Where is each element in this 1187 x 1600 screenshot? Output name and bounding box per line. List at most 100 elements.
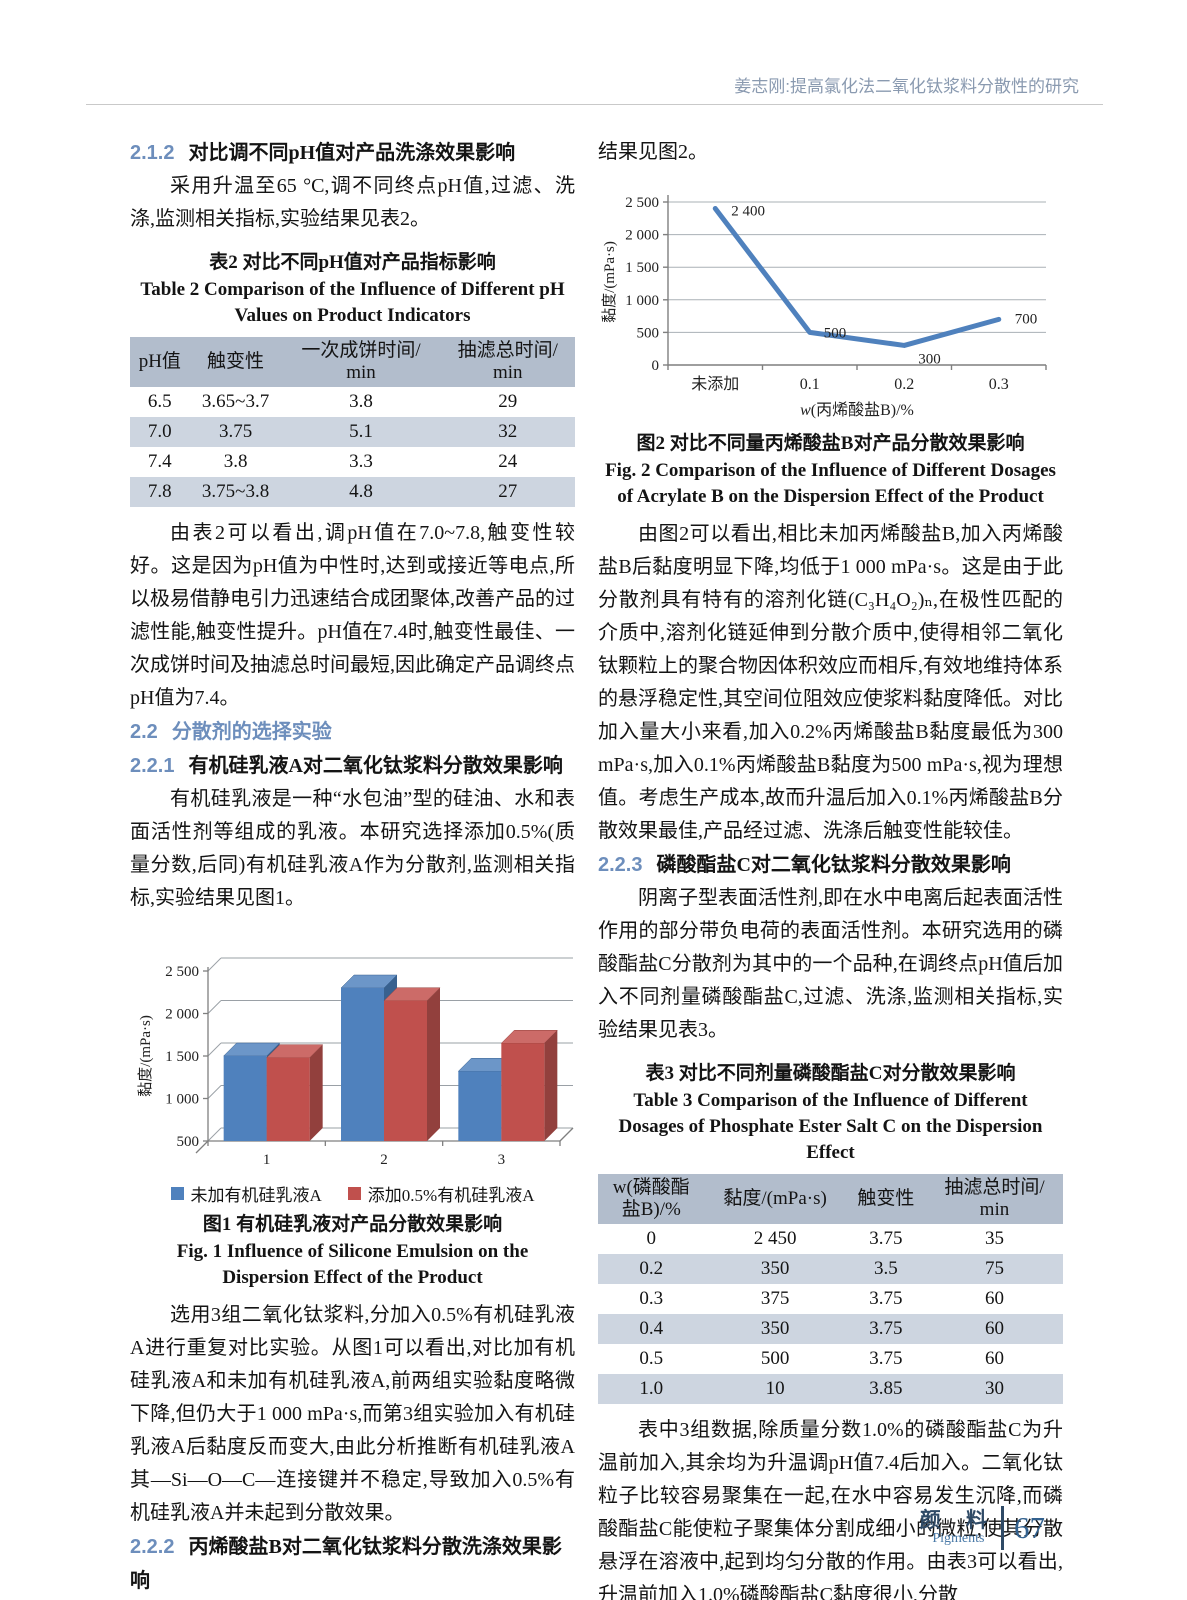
figure2-caption-en: Fig. 2 Comparison of the Influence of Di… [605,460,1056,507]
table-cell: 32 [498,421,518,442]
table-cell: 2 450 [753,1228,797,1249]
table-header-cell: 抽滤总时间/ min [925,1174,1063,1224]
table-cell: 5.1 [349,421,373,442]
svg-text:1 000: 1 000 [625,293,659,309]
table-cell: 3.75 [869,1348,903,1369]
y-axis-title: 黏度/(mPa·s) [601,241,618,323]
paragraph: 由图2可以看出,相比未加丙烯酸盐B,加入丙烯酸盐B后黏度明显下降,均低于1 00… [598,523,1063,842]
table-row: 0.2 350 3.5 75 [598,1254,1063,1284]
svg-text:500: 500 [177,1134,200,1150]
table-header-row: w(磷酸酯 盐B)/% 黏度/(mPa·s) 触变性 抽滤总时间/ min [598,1174,1063,1224]
table-cell: 29 [498,391,518,412]
table-cell: 3.65~3.7 [201,391,270,412]
table-row: 0 2 450 3.75 35 [598,1224,1063,1254]
page-footer: 颜 料 Pigments 67 [920,1506,1045,1550]
page-number: 67 [1014,1510,1045,1545]
svg-text:0: 0 [652,358,660,374]
table-cell: 375 [760,1288,790,1309]
paragraph: 选用3组二氧化钛浆料,分加入0.5%有机硅乳液A进行重复对比实验。从图1可以看出… [130,1304,575,1524]
table-row: 7.8 3.75~3.8 4.8 27 [130,477,575,507]
table-cell: 60 [984,1288,1004,1309]
table-cell: 7.8 [147,481,172,502]
table2-caption-en: Table 2 Comparison of the Influence of D… [140,279,565,326]
table-cell: 24 [498,451,518,472]
figure1-bar-chart: 500 1 000 1 500 2 000 2 500 黏度/(mPa·s) 1 2 3 未加有机… [130,923,575,1206]
table-cell: 60 [984,1348,1004,1369]
legend-item: 添加0.5%有机硅乳液A [347,1181,534,1206]
table-cell: 27 [498,481,518,502]
svg-text:0.1: 0.1 [800,376,820,393]
y-tick-labels: 500 1 000 1 500 2 000 2 500 [165,964,199,1150]
table-cell: 0.3 [639,1288,664,1309]
gridlines [668,201,1046,333]
table-cell: 75 [984,1258,1004,1279]
table-cell: 35 [984,1228,1004,1249]
table-cell: 7.0 [147,421,172,442]
table-cell: 3.75 [218,421,253,442]
svg-text:300: 300 [918,351,941,367]
table-row: 0.4 350 3.75 60 [598,1314,1063,1344]
table-cell: 3.75 [869,1228,903,1249]
point-labels: 2 400 500 300 700 [731,204,1037,368]
table3-caption-cn: 表3 对比不同剂量磷酸酯盐C对分散效果影响 [645,1063,1016,1084]
table-header-cell: 触变性 [845,1174,926,1224]
table-header-cell: pH值 [130,337,190,387]
table-cell: 30 [984,1378,1004,1399]
table-cell: 0 [646,1228,657,1249]
svg-text:0.3: 0.3 [989,376,1009,393]
svg-text:未添加: 未添加 [691,375,739,393]
table-cell: 4.8 [349,481,373,502]
x-tick-label: 2 [380,1152,388,1168]
legend-item: 未加有机硅乳液A [170,1181,322,1206]
legend-swatch-icon [347,1187,361,1200]
table-row: 1.0 10 3.85 30 [598,1374,1063,1404]
section-title: 对比调不同pH值对产品洗涤效果影响 [188,142,516,164]
figure2-line-chart: 0 500 1 000 1 500 2 000 2 500 黏度/(mPa·s) 2 400 5… [598,177,1063,427]
section-heading-212: 2.1.2 对比调不同pH值对产品洗涤效果影响 [130,136,575,170]
table-cell: 60 [984,1318,1004,1339]
svg-text:2 500: 2 500 [165,964,199,980]
section-number: 2.1.2 [130,142,175,164]
x-axis-title: w(丙烯酸盐B)/% [800,401,914,419]
svg-text:700: 700 [1015,311,1038,327]
section-title: 丙烯酸盐B对二氧化钛浆料分散洗涤效果影响 [130,1536,562,1592]
paragraph: 由表2可以看出,调pH值在7.0~7.8,触变性较好。这是因为pH值为中性时,达… [130,522,575,709]
table-cell: 7.4 [147,451,172,472]
table-cell: 10 [765,1378,785,1399]
table-cell: 3.85 [869,1378,903,1399]
table-cell: 3.8 [223,451,248,472]
table-cell: 3.3 [349,451,373,472]
table2: pH值 触变性 一次成饼时间/ min 抽滤总时间/ min 6.5 3.65~3.7 3.… [130,337,575,507]
table-cell: 0.4 [639,1318,664,1339]
footer-divider [1001,1506,1004,1550]
figure1-caption: 图1 有机硅乳液对产品分散效果影响 Fig. 1 Influence of Si… [136,1210,569,1291]
svg-text:2 000: 2 000 [625,228,659,244]
legend-label: 未加有机硅乳液A [190,1186,322,1205]
table-row: 7.4 3.8 3.3 24 [130,447,575,477]
table-header-cell: 触变性 [189,337,282,387]
section-number: 2.2 [130,721,158,743]
table-cell: 350 [760,1258,790,1279]
paragraph: 表中3组数据,除质量分数1.0%的磷酸酯盐C为升温前加入,其余均为升温调pH值7… [598,1419,1063,1600]
figure1-caption-en: Fig. 1 Influence of Silicone Emulsion on… [176,1241,529,1288]
journal-name-en: Pigments [932,1531,985,1546]
table-header-row: pH值 触变性 一次成饼时间/ min 抽滤总时间/ min [130,337,575,387]
table-cell: 0.2 [639,1258,664,1279]
svg-text:0.2: 0.2 [894,376,914,393]
table-cell: 6.5 [147,391,172,412]
section-heading-223: 2.2.3 磷酸酯盐C对二氧化钛浆料分散效果影响 [598,848,1063,882]
table-cell: 3.5 [873,1258,898,1279]
y-axis-title: 黏度/(mPa·s) [137,1015,154,1097]
running-head: 姜志刚:提高氯化法二氧化钛浆料分散性的研究 [734,77,1079,96]
figure2-caption-cn: 图2 对比不同量丙烯酸盐B对产品分散效果影响 [636,433,1025,454]
figure2-caption: 图2 对比不同量丙烯酸盐B对产品分散效果影响 Fig. 2 Comparison… [604,429,1057,510]
section-heading-221: 2.2.1 有机硅乳液A对二氧化钛浆料分散效果影响 [130,749,575,783]
section-number: 2.2.2 [130,1536,175,1558]
x-tick-labels: 未添加 0.1 0.2 0.3 [691,375,1009,393]
table-cell: 350 [760,1318,790,1339]
table-header-cell: 黏度/(mPa·s) [704,1174,846,1224]
paragraph: 采用升温至65 °C,调不同终点pH值,过滤、洗涤,监测相关指标,实验结果见表2… [130,175,575,230]
y-tick-labels: 0 500 1 000 1 500 2 000 2 500 [625,195,659,374]
table-row: 0.3 375 3.75 60 [598,1284,1063,1314]
